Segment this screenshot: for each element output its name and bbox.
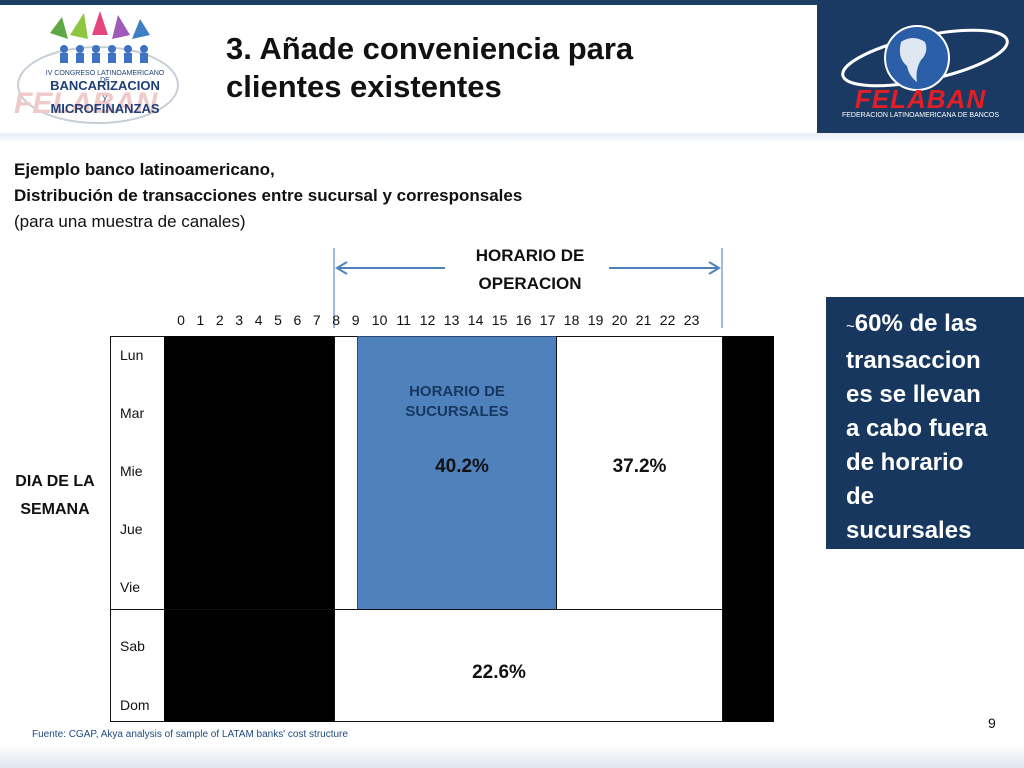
hour-tick-14: 14	[467, 312, 484, 328]
hour-tick-17: 17	[539, 312, 556, 328]
callout-line-1: transaccion	[846, 347, 981, 374]
hour-tick-2: 2	[215, 312, 224, 328]
footer-band	[0, 744, 1024, 768]
hour-tick-23: 23	[683, 312, 700, 328]
hour-tick-7: 7	[312, 312, 321, 328]
congress-logo-line2: BANCARIZACION	[50, 78, 160, 93]
hour-tick-5: 5	[274, 312, 282, 328]
congress-logo-graphic: FELABAN	[14, 11, 179, 124]
branch-hours-label-line2: SUCURSALES	[405, 403, 509, 420]
callout-line-6: sucursales	[846, 517, 972, 544]
day-label-jue: Jue	[120, 521, 143, 537]
operating-hours-label-line1: HORARIO DE	[475, 246, 585, 265]
hour-tick-12: 12	[419, 312, 436, 328]
callout-line-4: de horario	[846, 449, 964, 476]
branch-hours-label: HORARIO DE SUCURSALES	[357, 382, 557, 422]
y-axis-label-line2: SEMANA	[20, 501, 90, 518]
callout-first-line: ~60% de las	[846, 307, 1018, 344]
hour-tick-6: 6	[293, 312, 302, 328]
weekend-block	[334, 609, 723, 722]
branch-hours-block	[357, 336, 557, 610]
felaban-name: FELABAN	[854, 84, 987, 114]
operating-hours-label: HORARIO DE OPERACION	[430, 242, 630, 298]
page-title-line1: 3. Añade conveniencia para	[226, 31, 634, 66]
hour-tick-21: 21	[635, 312, 652, 328]
operating-hours-bracket	[333, 248, 723, 328]
subtitle-line3: (para una muestra de canales)	[14, 212, 246, 231]
callout-first-text: 60% de las	[854, 310, 978, 337]
hour-tick-0: 0	[177, 312, 185, 328]
hour-tick-22: 22	[659, 312, 676, 328]
source-label: Fuente	[32, 729, 64, 740]
congress-logo: FELABAN IV CONGRESO LATINOAMERICANO DE B…	[0, 5, 197, 133]
hour-tick-1: 1	[196, 312, 205, 328]
hour-tick-10: 10	[371, 312, 388, 328]
svg-text:FELABAN: FELABAN	[14, 87, 159, 120]
congress-logo-line3: y	[103, 93, 107, 102]
late-closed-block	[723, 336, 774, 722]
y-axis-label-line1: DIA DE LA	[15, 473, 95, 490]
day-label-lun: Lun	[120, 347, 144, 363]
callout-line-3: a cabo fuera	[846, 415, 988, 442]
hour-tick-8: 8	[332, 312, 341, 328]
hour-tick-13: 13	[443, 312, 460, 328]
day-label-mie: Mie	[120, 463, 143, 479]
globe-icon	[841, 25, 1009, 91]
hour-tick-19: 19	[587, 312, 604, 328]
night-closed-block	[164, 336, 335, 722]
branch-hours-label-line1: HORARIO DE	[409, 383, 505, 400]
congress-logo-line1: IV CONGRESO LATINOAMERICANO DE	[45, 70, 165, 84]
branch-hours-pct: 40.2%	[435, 456, 489, 477]
page-title-line2: clientes existentes	[226, 69, 502, 104]
congress-logo-line4: MICROFINANZAS	[50, 101, 160, 116]
source-text: : CGAP, Akya analysis of sample of LATAM…	[63, 729, 348, 740]
hour-axis: 0 1 2 3 4 5 6 7 8 9 10 11 12 13 14 15 16 17 18 19 20 21 22 23	[170, 312, 790, 332]
felaban-subtitle: FEDERACION LATINOAMERICANA DE BANCOS	[841, 112, 999, 119]
hour-tick-16: 16	[515, 312, 532, 328]
operating-hours-label-line2: OPERACION	[478, 274, 582, 293]
page-title: 3. Añade conveniencia para clientes exis…	[226, 30, 806, 106]
weekend-pct: 22.6%	[472, 662, 526, 683]
hour-tick-15: 15	[491, 312, 508, 328]
callout-line-5: de	[846, 483, 875, 510]
day-label-dom: Dom	[120, 697, 150, 713]
hour-tick-20: 20	[611, 312, 628, 328]
callout-line-2: es se llevan	[846, 381, 981, 408]
weekday-evening-block	[556, 336, 723, 610]
subtitle-line1: Ejemplo banco latinoamericano,	[14, 160, 275, 179]
header-divider	[0, 133, 1024, 143]
weekend-divider	[110, 609, 334, 610]
source-note: Fuente: CGAP, Akya analysis of sample of…	[32, 729, 348, 740]
page-number: 9	[988, 715, 996, 731]
hour-tick-18: 18	[563, 312, 580, 328]
hour-tick-11: 11	[396, 312, 411, 328]
hour-tick-4: 4	[254, 312, 263, 328]
callout-tilde: ~	[846, 318, 855, 335]
day-label-vie: Vie	[120, 579, 140, 595]
hour-tick-9: 9	[351, 312, 360, 328]
subtitle-line2: Distribución de transacciones entre sucu…	[14, 186, 523, 205]
day-label-mar: Mar	[120, 405, 145, 421]
top-accent-bar	[0, 0, 1024, 5]
y-axis-label: DIA DE LA SEMANA	[0, 468, 110, 524]
felaban-logo: FELABAN FEDERACION LATINOAMERICANA DE BA…	[817, 0, 1024, 133]
weekday-offhours-pct: 37.2%	[612, 456, 667, 477]
day-label-sab: Sab	[120, 638, 145, 654]
hour-tick-3: 3	[235, 312, 244, 328]
callout-box: ~60% de las transaccion es se llevan a c…	[826, 297, 1024, 549]
early-open-block	[334, 336, 358, 610]
title-area	[197, 5, 817, 135]
